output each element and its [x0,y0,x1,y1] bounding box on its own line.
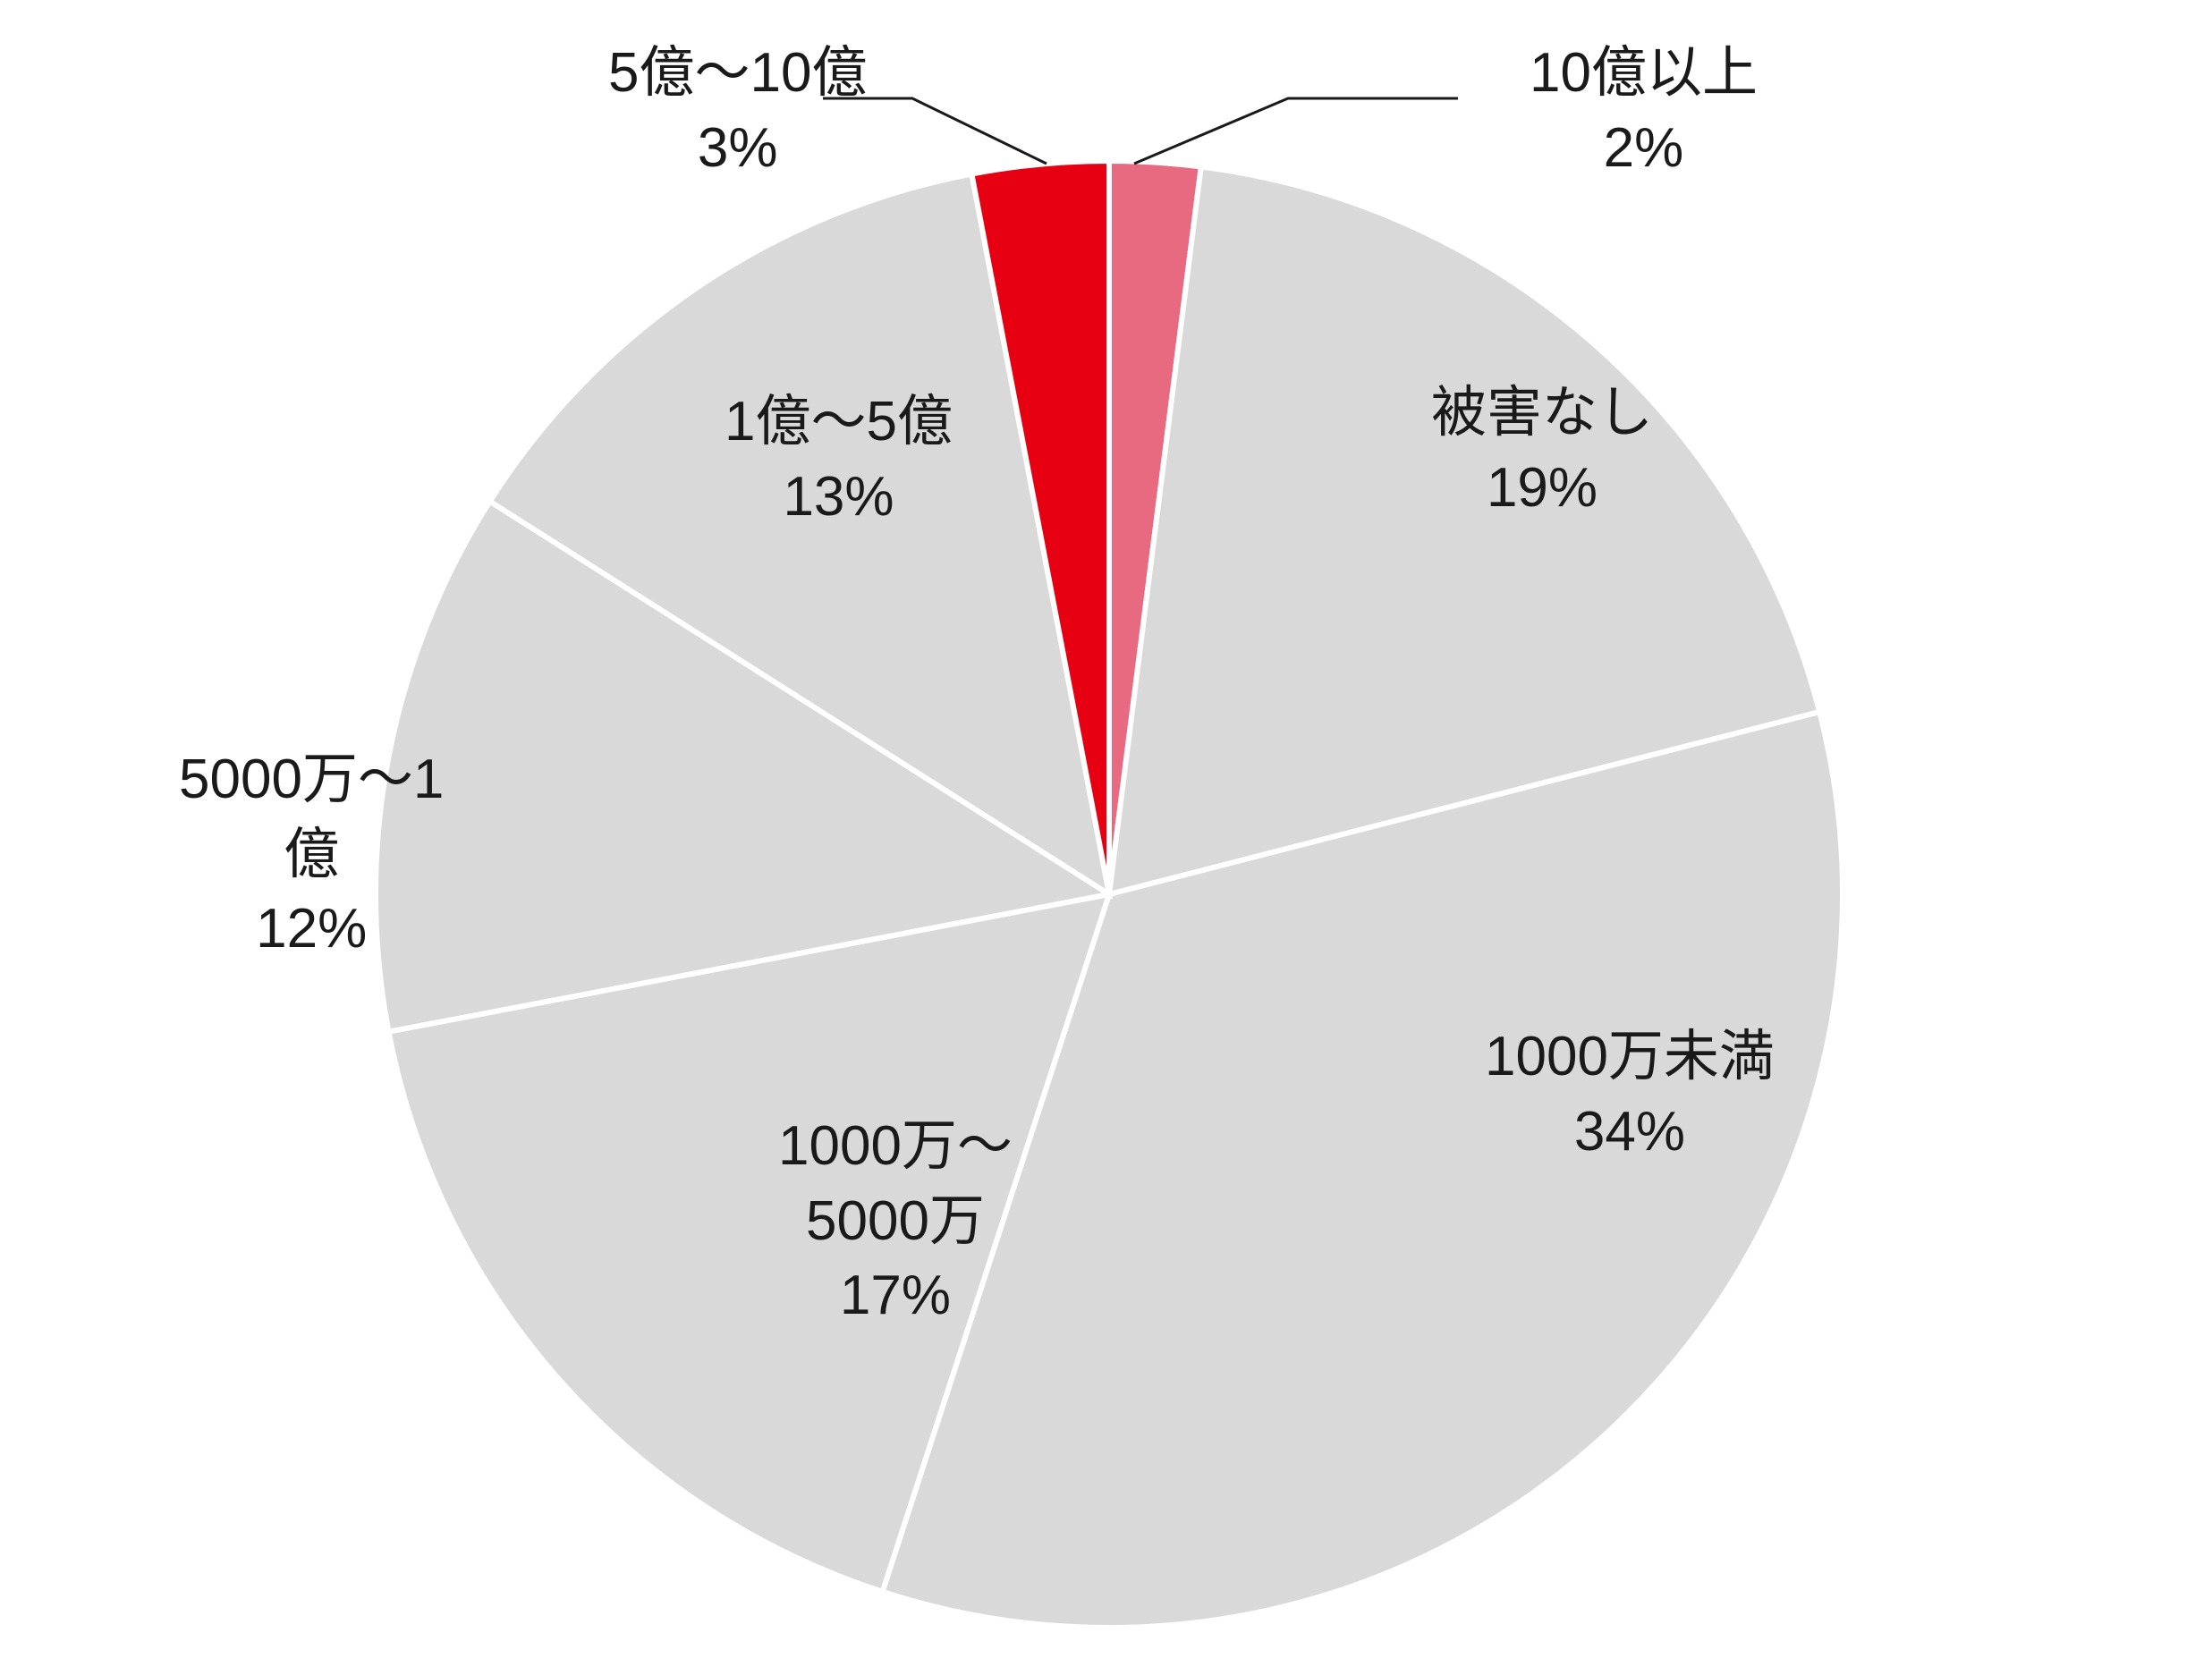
slice-label: 1000万～5000万17% [778,1109,1013,1333]
slice-label: 10億以上2% [1530,36,1758,185]
callout-line [1134,98,1458,164]
slice-label-line: 10億以上 [1530,36,1758,111]
slice-label-line: 被害なし [1431,376,1653,451]
slice-label: 5000万～1億12% [179,742,444,967]
slice-label-line: 1000万未満 [1485,1019,1775,1095]
slice-label-line: 5000万 [778,1184,1013,1259]
slice-label-line: 19% [1431,451,1653,526]
slice-label: 被害なし19% [1431,376,1653,525]
slice-label-line: 1000万～ [778,1109,1013,1184]
slice-label-line: 13% [725,460,953,535]
slice-label: 5億～10億3% [608,36,867,185]
slice-label-line: 5000万～1 [179,742,444,817]
slice-label-line: 12% [179,892,444,967]
slice-label-line: 2% [1530,111,1758,186]
slice-label-line: 3% [608,111,867,186]
pie-chart-container: 10億以上2%被害なし19%1000万未満34%1000万～5000万17%50… [0,0,2212,1675]
slice-label-line: 34% [1485,1095,1775,1170]
slice-label: 1億～5億13% [725,385,953,534]
slice-label-line: 17% [778,1258,1013,1333]
slice-label-line: 億 [179,817,444,892]
slice-label: 1000万未満34% [1485,1019,1775,1169]
slice-label-line: 1億～5億 [725,385,953,460]
slice-label-line: 5億～10億 [608,36,867,111]
